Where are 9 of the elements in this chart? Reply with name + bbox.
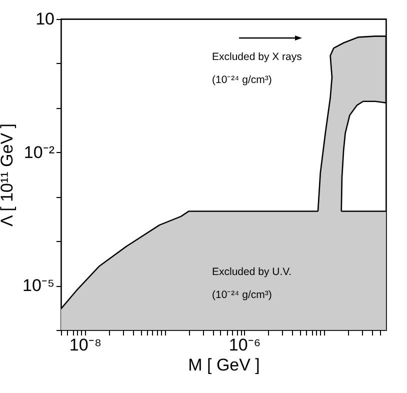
x-tick-label: 10⁻⁶ xyxy=(228,336,261,354)
x-axis-title: M [ GeV ] xyxy=(188,356,260,374)
x-tick-label: 10⁻⁸ xyxy=(69,336,102,354)
annotation: Excluded by U.V. (10⁻²⁴ g/cm³) xyxy=(212,266,292,301)
y-tick-label: 10⁻² xyxy=(24,142,55,162)
y-axis-title: Λ [ 10¹¹ GeV ] xyxy=(0,123,17,227)
y-tick-label: 10⁻⁵ xyxy=(22,276,54,296)
y-tick-label: 10 xyxy=(36,10,54,28)
annotation: Excluded by X rays (10⁻²⁴ g/cm³) xyxy=(212,51,302,86)
